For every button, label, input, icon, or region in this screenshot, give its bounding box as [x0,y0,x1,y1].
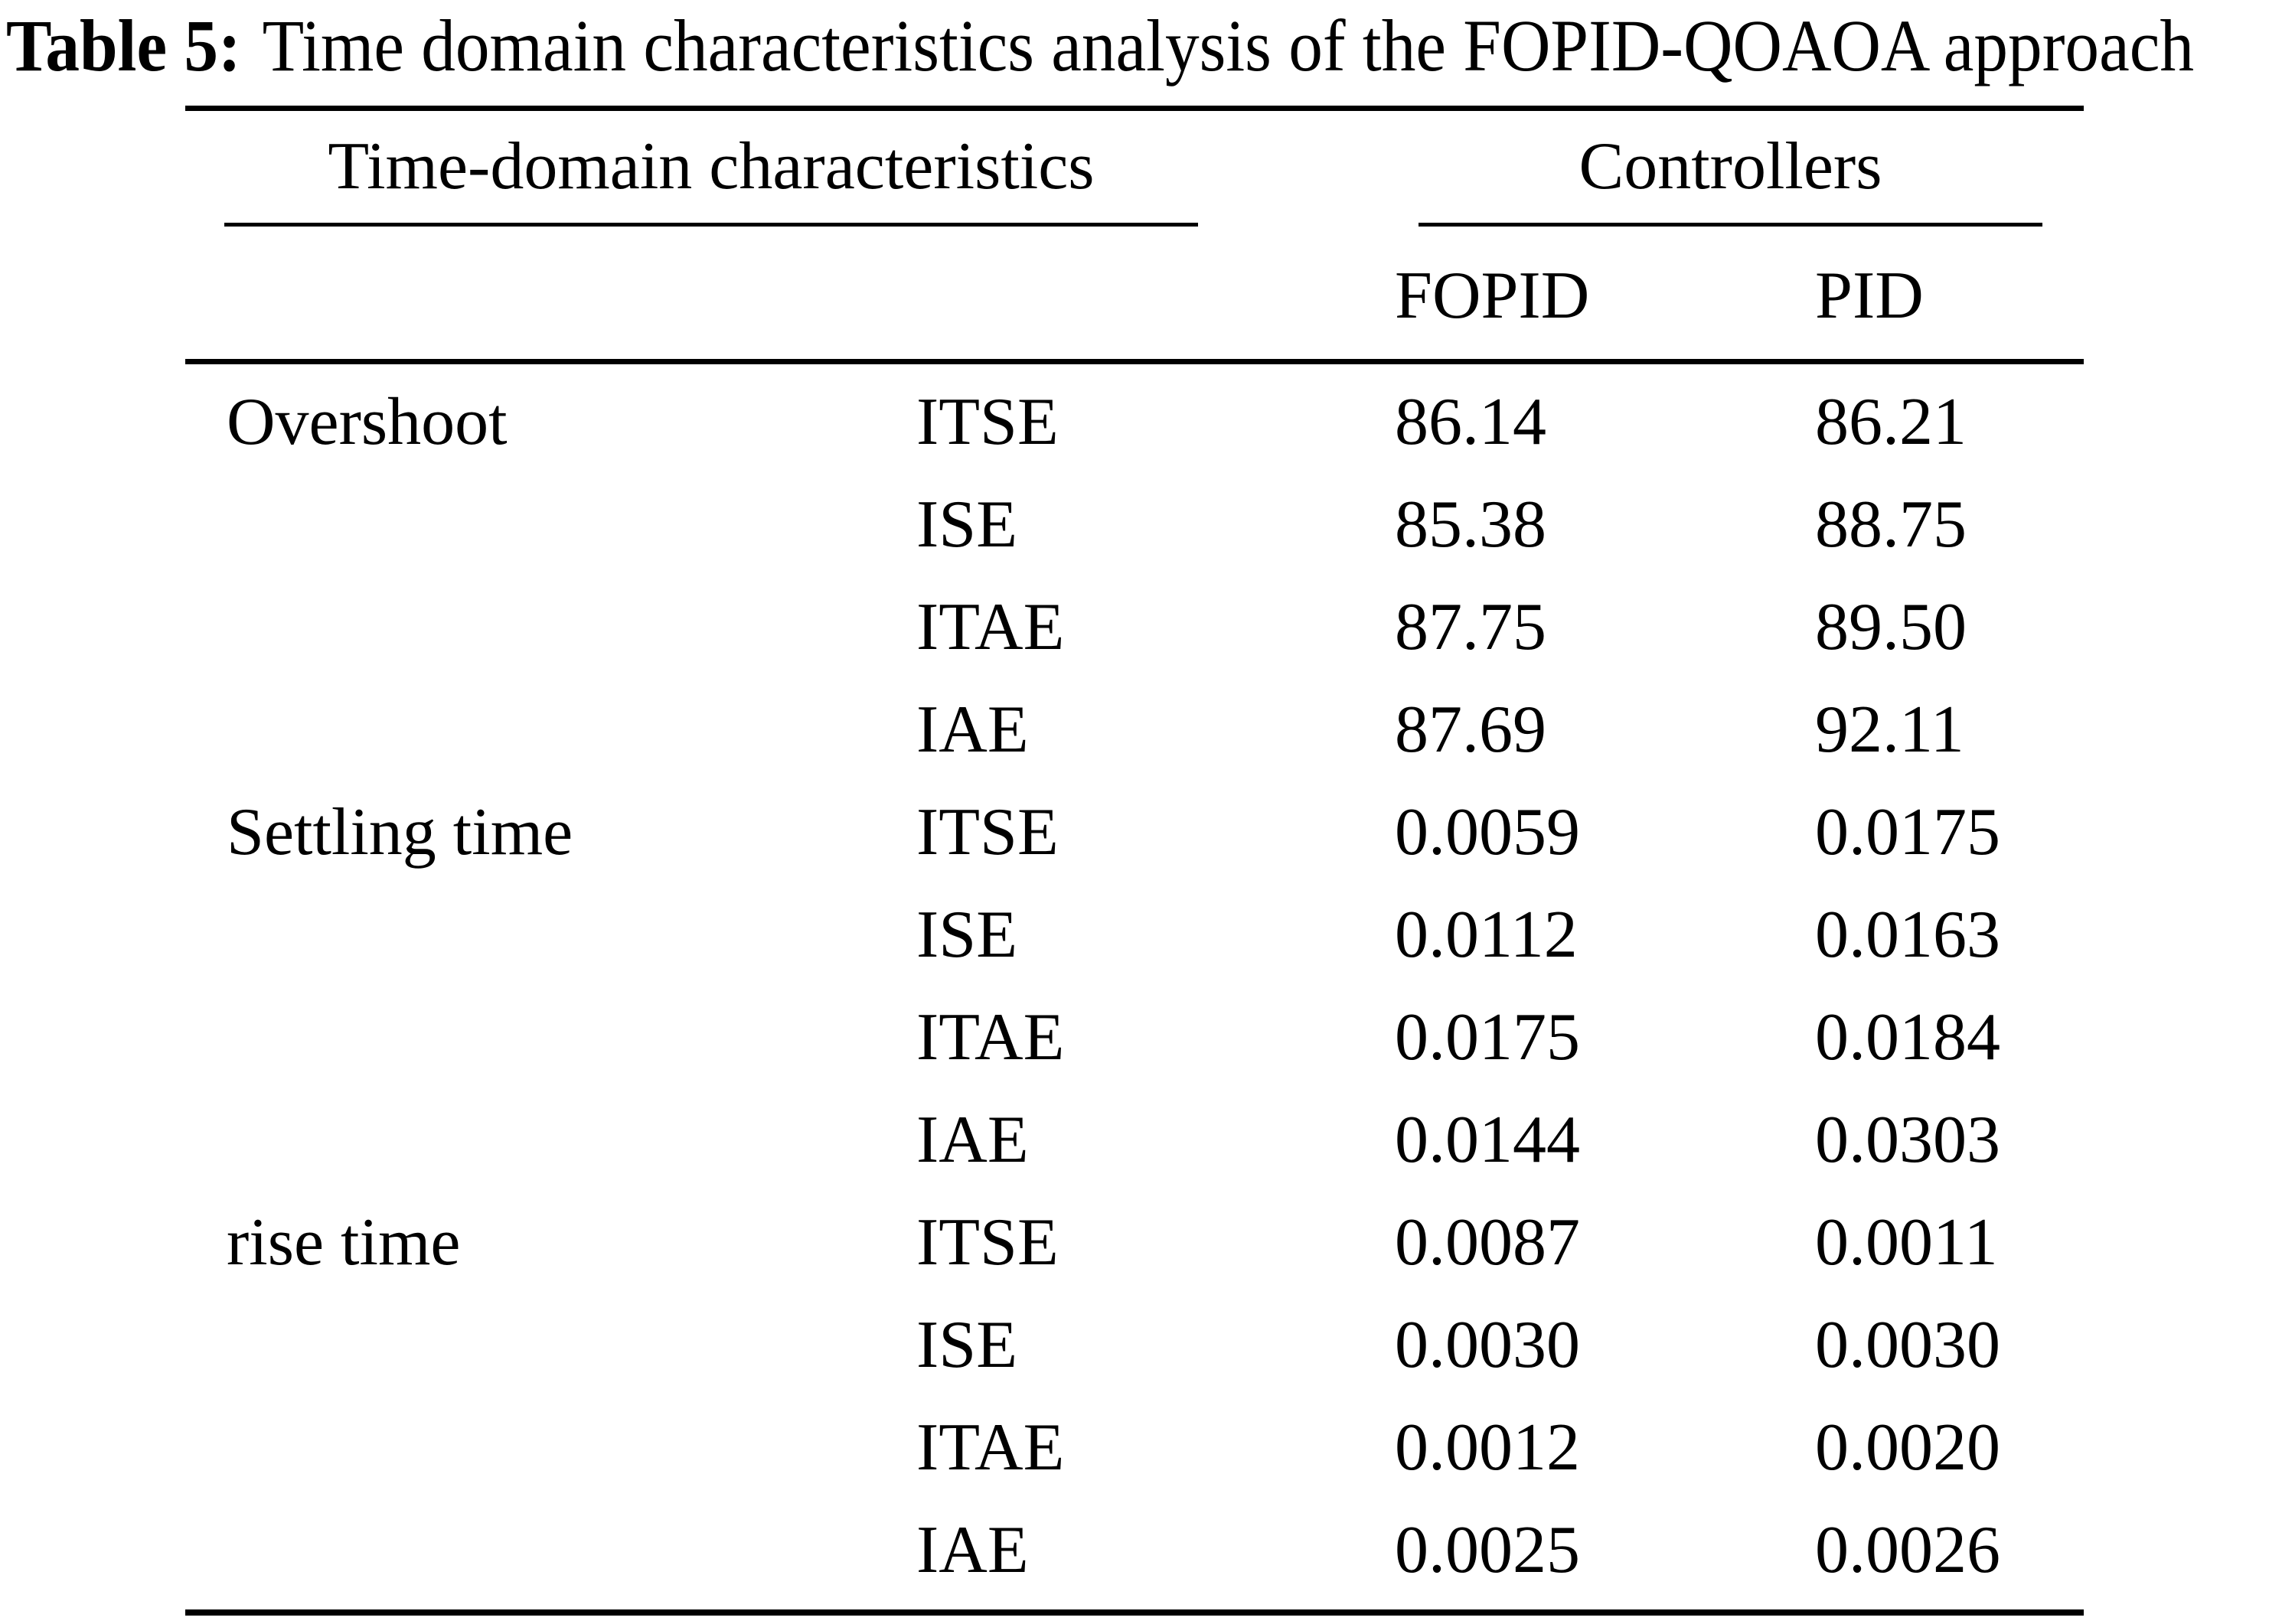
table-row: Settling time ITSE 0.0059 0.0175 [227,781,2087,884]
cell-fopid-value: 0.0012 [1395,1410,1580,1485]
row-criterion-label: ITSE [916,795,1059,869]
cell-fopid-value: 0.0087 [1395,1205,1580,1280]
cell-pid-value: 86.21 [1815,385,1967,459]
cell-fopid-value: 0.0144 [1395,1103,1580,1177]
cell-pid-value: 89.50 [1815,590,1967,664]
table-row: IAE 87.69 92.11 [227,679,2087,781]
row-characteristic-label: Overshoot [227,385,508,459]
row-criterion-label: ITAE [916,1410,1065,1485]
row-criterion-label: ITSE [916,1205,1059,1280]
cell-fopid-value: 0.0175 [1395,1000,1580,1075]
table-row: ISE 0.0030 0.0030 [227,1294,2087,1397]
row-criterion-label: ITSE [916,385,1059,459]
cell-fopid-value: 87.69 [1395,693,1546,767]
table-caption-text: Time domain characteristics analysis of … [262,5,2194,86]
cell-fopid-value: 0.0112 [1395,898,1578,972]
table-row: IAE 0.0144 0.0303 [227,1089,2087,1192]
row-criterion-label: IAE [916,1103,1029,1177]
table-row: IAE 0.0025 0.0026 [227,1499,2087,1602]
row-criterion-label: ISE [916,488,1017,562]
column-header-pid: PID [1815,259,1924,333]
table-row: Overshoot ITSE 86.14 86.21 [227,371,2087,474]
cell-fopid-value: 85.38 [1395,488,1546,562]
cell-pid-value: 0.0303 [1815,1103,2000,1177]
table-row: ITAE 0.0175 0.0184 [227,986,2087,1089]
table-caption: Table 5: Time domain characteristics anal… [6,0,2194,92]
cell-fopid-value: 87.75 [1395,590,1546,664]
table-row: ITAE 87.75 89.50 [227,576,2087,679]
table-caption-number: Table 5: [6,5,241,86]
cell-pid-value: 0.0020 [1815,1410,2000,1485]
cell-pid-value: 0.0030 [1815,1308,2000,1382]
cell-pid-value: 0.0026 [1815,1513,2000,1587]
cell-pid-value: 0.0163 [1815,898,2000,972]
row-criterion-label: IAE [916,1513,1029,1587]
cell-pid-value: 0.0184 [1815,1000,2000,1075]
table-header-rule [185,359,2084,364]
header-underline-controllers [1419,223,2042,227]
cell-pid-value: 0.0011 [1815,1205,1998,1280]
row-characteristic-label: rise time [227,1205,461,1280]
cell-pid-value: 92.11 [1815,693,1964,767]
cell-fopid-value: 86.14 [1395,385,1546,459]
row-criterion-label: IAE [916,693,1029,767]
cell-pid-value: 88.75 [1815,488,1967,562]
table-row: ISE 85.38 88.75 [227,474,2087,576]
row-criterion-label: ISE [916,898,1017,972]
column-header-fopid: FOPID [1395,259,1590,333]
row-criterion-label: ISE [916,1308,1017,1382]
table-row: ISE 0.0112 0.0163 [227,884,2087,986]
cell-pid-value: 0.0175 [1815,795,2000,869]
table-top-rule [185,106,2084,111]
cell-fopid-value: 0.0025 [1395,1513,1580,1587]
cell-fopid-value: 0.0059 [1395,795,1580,869]
cell-fopid-value: 0.0030 [1395,1308,1580,1382]
header-underline-time-domain [224,223,1198,227]
table-bottom-rule [185,1609,2084,1616]
table-row: ITAE 0.0012 0.0020 [227,1397,2087,1499]
row-criterion-label: ITAE [916,1000,1065,1075]
row-characteristic-label: Settling time [227,795,573,869]
table-row: rise time ITSE 0.0087 0.0011 [227,1192,2087,1294]
table-body: Overshoot ITSE 86.14 86.21 ISE 85.38 88.… [227,371,2087,1602]
header-group-time-domain: Time-domain characteristics [328,129,1095,204]
header-group-controllers: Controllers [1579,129,1882,204]
row-criterion-label: ITAE [916,590,1065,664]
